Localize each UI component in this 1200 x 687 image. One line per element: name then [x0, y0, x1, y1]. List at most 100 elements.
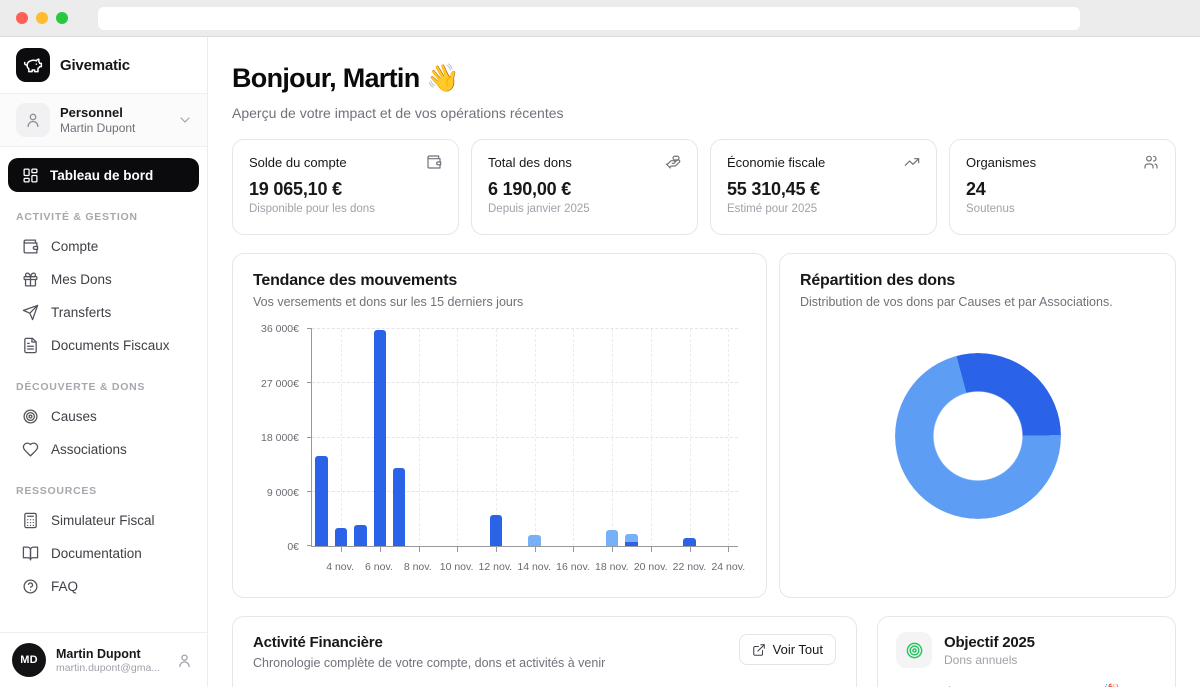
brand-name: Givematic: [60, 56, 130, 74]
movements-bar-chart: 0€ 9 000€ 18 000€ 27 000€ 36 000€ 4 nov. 6 no…: [253, 323, 746, 575]
sidebar-user-footer[interactable]: MD Martin Dupont martin.dupont@gma...: [0, 632, 207, 687]
window-chrome: [0, 0, 1200, 37]
nav-section-label: RESSOURCES: [16, 485, 97, 497]
donations-donut-chart: [894, 353, 1061, 519]
bar-4: [331, 329, 350, 546]
calculator-icon: [22, 512, 39, 529]
sidebar-item-label: Causes: [51, 409, 97, 424]
sidebar-item-causes[interactable]: Causes: [8, 400, 199, 433]
book-open-icon: [22, 545, 39, 562]
sidebar-item-label: Transferts: [51, 305, 112, 320]
sidebar-item-label: Documentation: [51, 546, 142, 561]
target-icon: [22, 408, 39, 425]
file-text-icon: [22, 337, 39, 354]
goal-progress-label: Progression: [896, 684, 965, 687]
voir-tout-button[interactable]: Voir Tout: [738, 634, 836, 665]
bar-3: [312, 329, 331, 546]
stat-value: 24: [966, 179, 986, 199]
heart-icon: [22, 441, 39, 458]
layout-dashboard-icon: [22, 167, 39, 184]
distribution-chart-card: Répartition des dons Distribution de vos…: [779, 253, 1176, 598]
user-email: martin.dupont@gma...: [56, 661, 161, 674]
user-name: Martin Dupont: [56, 646, 141, 661]
target-icon: [896, 632, 932, 668]
sidebar-item-simulateur-fiscal[interactable]: Simulateur Fiscal: [8, 504, 199, 537]
gift-icon: [22, 271, 39, 288]
minimize-window-button[interactable]: [36, 12, 48, 24]
movements-y-axis: 0€ 9 000€ 18 000€ 27 000€ 36 000€: [261, 323, 299, 553]
send-icon: [22, 304, 39, 321]
bar-5: [351, 329, 370, 546]
activity-title: Activité Financière: [253, 634, 383, 651]
profile-name: Martin Dupont: [60, 121, 136, 135]
nav-section-label: DÉCOUVERTE & DONS: [16, 381, 146, 393]
sidebar-item-label: Mes Dons: [51, 272, 112, 287]
hand-heart-icon: [665, 154, 681, 170]
page-subtitle: Aperçu de votre impact et de vos opérati…: [232, 105, 564, 121]
stats-row: Solde du compte 19 065,10 € Disponible pou…: [232, 139, 1176, 235]
zoom-window-button[interactable]: [56, 12, 68, 24]
sidebar-item-documents-fiscaux[interactable]: Documents Fiscaux: [8, 329, 199, 362]
sidebar: Givematic Personnel Martin Dupont Tablea…: [0, 37, 208, 687]
bar-6: [370, 329, 389, 546]
stat-label: Total des dons: [488, 154, 572, 170]
trending-up-icon: [904, 154, 920, 170]
sidebar-nav: Tableau de bord ACTIVITÉ & GESTION Compte…: [0, 147, 207, 632]
stat-card-1: Solde du compte 19 065,10 € Disponible pou…: [232, 139, 459, 235]
movements-x-axis: 4 nov. 6 nov. 8 nov. 10 nov. 12 nov. 14 nov. 1…: [326, 561, 746, 573]
user-icon: [176, 652, 193, 669]
stat-label: Solde du compte: [249, 154, 347, 170]
stat-value: 6 190,00 €: [488, 179, 572, 199]
piggy-bank-logo-icon: [16, 48, 50, 82]
bar-7: [389, 329, 408, 546]
sidebar-item-faq[interactable]: FAQ: [8, 570, 199, 603]
brand: Givematic: [0, 37, 207, 93]
bar-12: [486, 329, 505, 546]
goal-progress-value: 🎉 274%: [1104, 683, 1157, 687]
sidebar-item-label: Tableau de bord: [50, 167, 154, 183]
address-bar[interactable]: [98, 7, 1080, 30]
nav-section-label: ACTIVITÉ & GESTION: [16, 211, 138, 223]
sidebar-item-compte[interactable]: Compte: [8, 230, 199, 263]
sidebar-item-mes-dons[interactable]: Mes Dons: [8, 263, 199, 296]
movements-chart-title: Tendance des mouvements: [253, 272, 458, 289]
profile-kind: Personnel: [60, 105, 123, 120]
stat-label: Organismes: [966, 154, 1037, 170]
voir-tout-label: Voir Tout: [772, 642, 823, 657]
sidebar-item-documentation[interactable]: Documentation: [8, 537, 199, 570]
bar-14: [525, 329, 544, 546]
main-content: Bonjour, Martin 👋 Aperçu de votre impact…: [208, 37, 1200, 687]
stat-card-3: Économie fiscale 55 310,45 € Estimé pour 2…: [710, 139, 937, 235]
user-icon: [16, 103, 50, 137]
sidebar-item-label: Simulateur Fiscal: [51, 513, 155, 528]
goal-subtitle: Dons annuels: [944, 652, 1018, 667]
financial-activity-card: Activité Financière Chronologie complète…: [232, 616, 857, 687]
users-icon: [1143, 154, 1159, 170]
stat-card-4: Organismes 24 Soutenus: [949, 139, 1176, 235]
activity-subtitle: Chronologie complète de votre compte, do…: [253, 656, 606, 670]
stat-card-2: Total des dons 6 190,00 € Depuis janvier 2…: [471, 139, 698, 235]
sidebar-item-label: Associations: [51, 442, 127, 457]
sidebar-item-tableau-de-bord[interactable]: Tableau de bord: [8, 158, 199, 192]
help-circle-icon: [22, 578, 39, 595]
stat-caption: Estimé pour 2025: [727, 203, 818, 215]
bar-18: [602, 329, 621, 546]
external-link-icon: [752, 643, 766, 657]
profile-switcher[interactable]: Personnel Martin Dupont: [0, 94, 207, 146]
distribution-chart-subtitle: Distribution de vos dons par Causes et p…: [800, 295, 1113, 309]
distribution-chart-title: Répartition des dons: [800, 272, 956, 289]
stat-caption: Disponible pour les dons: [249, 203, 375, 215]
movements-plot: [307, 328, 738, 552]
wallet-icon: [22, 238, 39, 255]
sidebar-item-label: Documents Fiscaux: [51, 338, 170, 353]
goal-title: Objectif 2025: [944, 633, 1035, 651]
sidebar-item-transferts[interactable]: Transferts: [8, 296, 199, 329]
sidebar-item-label: Compte: [51, 239, 99, 254]
close-window-button[interactable]: [16, 12, 28, 24]
sidebar-item-associations[interactable]: Associations: [8, 433, 199, 466]
stat-value: 55 310,45 €: [727, 179, 820, 199]
sidebar-item-label: FAQ: [51, 579, 79, 594]
stat-caption: Depuis janvier 2025: [488, 203, 590, 215]
bar-19: [622, 329, 641, 546]
party-popper-icon: 🎉: [1104, 683, 1120, 687]
